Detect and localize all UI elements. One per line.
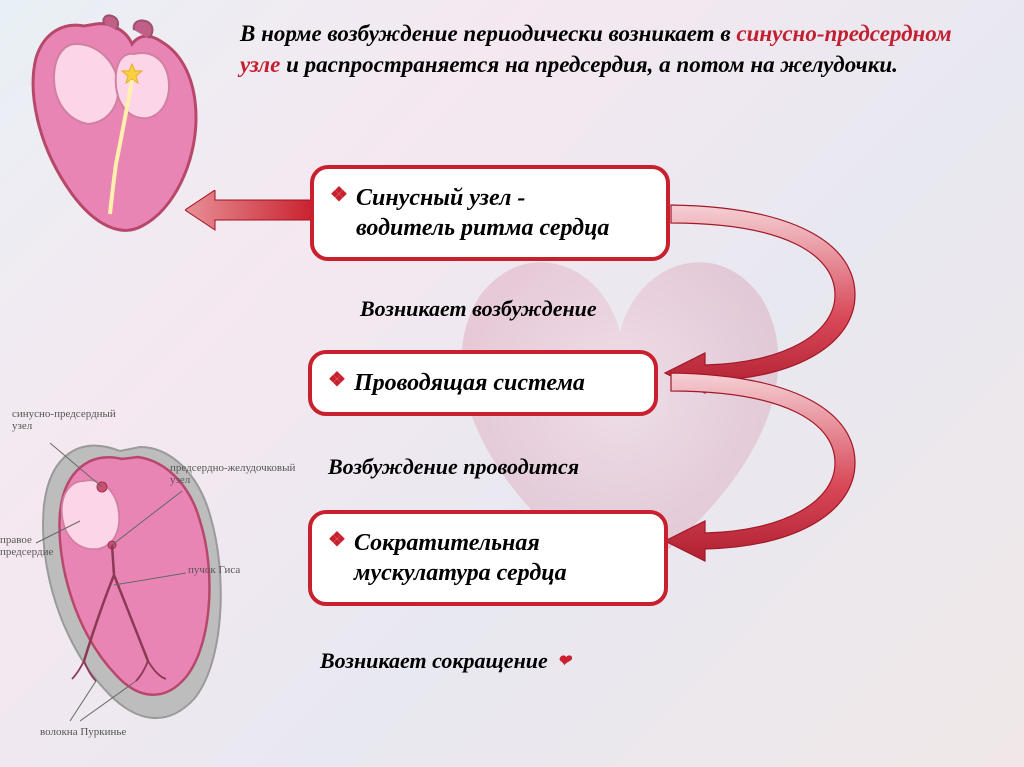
interlabel-1: Возникает возбуждение xyxy=(360,296,597,322)
box3-line2: мускулатура сердца xyxy=(354,560,567,586)
box2-text: Проводящая система xyxy=(354,370,585,396)
header-paragraph: В норме возбуждение периодически возника… xyxy=(240,18,980,80)
label-sa-node: синусно-предсердный узел xyxy=(12,408,122,432)
box1-line1: Синусный узел - xyxy=(356,185,525,211)
box3-line1: Сократительная xyxy=(354,530,540,556)
curve-arrow-1 xyxy=(665,205,885,380)
box1-line2: водитель ритма сердца xyxy=(356,215,609,241)
interlabel-2: Возбуждение проводится xyxy=(328,454,579,480)
heart-illustration-top xyxy=(14,14,214,244)
label-av-node: предсердно-желудочковый узел xyxy=(170,462,300,486)
box-sinus-node: Синусный узел - водитель ритма сердца xyxy=(310,165,670,261)
tiny-heart-icon: ❤ xyxy=(557,651,570,671)
box-conducting-system: Проводящая система xyxy=(308,350,658,416)
header-part1: В норме возбуждение периодически возника… xyxy=(240,21,736,46)
label-purkinje: волокна Пуркинье xyxy=(40,726,160,738)
label-his-bundle: пучок Гиса xyxy=(188,564,268,576)
label-right-atrium: правое предсердие xyxy=(0,534,70,558)
box-contractile-muscle: Сократительная мускулатура сердца xyxy=(308,510,668,606)
header-part2: и распространяется на предсердия, а пото… xyxy=(280,52,898,77)
final-label: Возникает сокращение ❤ xyxy=(320,648,571,674)
final-text: Возникает сокращение xyxy=(320,648,548,673)
curve-arrow-2 xyxy=(665,373,885,548)
arrow-to-sa-node xyxy=(185,190,315,240)
